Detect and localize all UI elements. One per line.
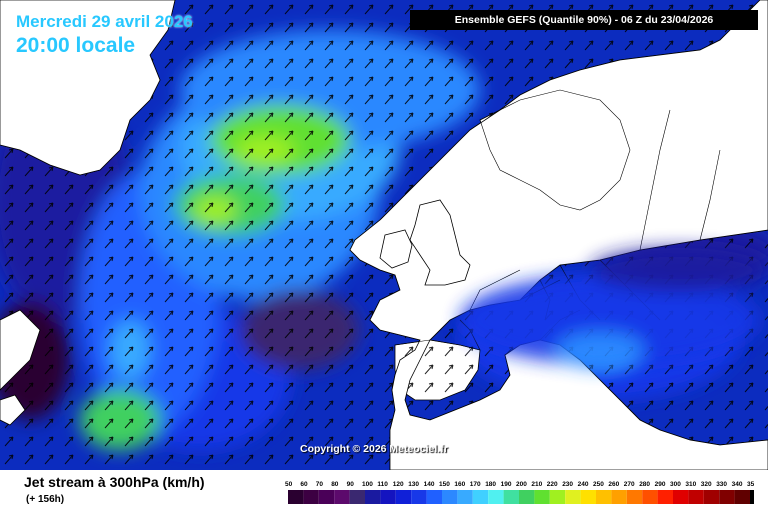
legend-label: 190 xyxy=(501,481,512,488)
legend-label: 70 xyxy=(316,481,324,488)
legend-label: 100 xyxy=(362,481,373,488)
land-overlay xyxy=(0,0,768,470)
legend-swatch xyxy=(596,490,612,504)
legend-swatch xyxy=(657,490,673,504)
legend-swatch xyxy=(488,490,504,504)
legend-swatch xyxy=(303,490,319,504)
legend-swatch xyxy=(703,490,720,504)
legend-swatch xyxy=(318,490,335,504)
legend-label: 300 xyxy=(670,481,681,488)
legend-swatch xyxy=(519,490,535,504)
legend-swatch xyxy=(611,490,627,504)
legend-swatch xyxy=(750,490,754,504)
legend-swatch xyxy=(365,490,381,504)
legend-swatch xyxy=(549,490,566,504)
legend-swatch xyxy=(457,490,473,504)
legend-swatch xyxy=(442,490,458,504)
legend-label: 80 xyxy=(331,481,339,488)
legend-swatch xyxy=(349,490,365,504)
legend-swatch xyxy=(411,490,427,504)
legend-swatch xyxy=(334,490,350,504)
legend-swatch xyxy=(719,490,735,504)
legend-label: 110 xyxy=(377,481,388,488)
legend-label: 60 xyxy=(300,481,308,488)
legend-label: 50 xyxy=(285,481,293,488)
forecast-time: 20:00 locale xyxy=(16,34,136,57)
legend-label: 140 xyxy=(424,481,435,488)
legend-label: 200 xyxy=(516,481,527,488)
legend-swatch xyxy=(565,490,581,504)
legend-swatch xyxy=(288,490,304,504)
legend-label: 340 xyxy=(732,481,743,488)
legend-label: 240 xyxy=(578,481,589,488)
legend-swatch xyxy=(642,490,658,504)
legend-label: 330 xyxy=(716,481,727,488)
mediterranean-jet xyxy=(460,248,768,368)
jet-stream-map xyxy=(0,0,768,470)
legend-label: 90 xyxy=(347,481,355,488)
forecast-date: Mercredi 29 avril 2026 xyxy=(16,12,193,31)
legend-label: 210 xyxy=(531,481,542,488)
legend-label: 180 xyxy=(485,481,496,488)
legend-label: 250 xyxy=(593,481,604,488)
forecast-lead-time: (+ 156h) xyxy=(26,494,65,505)
legend-swatch xyxy=(395,490,412,504)
legend-swatch xyxy=(580,490,596,504)
legend-swatch xyxy=(734,490,750,504)
legend-label: 220 xyxy=(547,481,558,488)
legend-swatch xyxy=(673,490,689,504)
legend-swatch xyxy=(534,490,550,504)
legend-swatch xyxy=(380,490,396,504)
legend-label: 160 xyxy=(454,481,465,488)
copyright-label: Copyright © 2026 Meteociel.fr xyxy=(300,443,448,455)
color-scale-legend: 50 60 70 80 90 100 110 120 130 140 150 160 170 180 190… xyxy=(285,481,754,504)
legend-label: 130 xyxy=(408,481,419,488)
legend-label: 230 xyxy=(562,481,573,488)
legend-label: 260 xyxy=(608,481,619,488)
legend-swatch xyxy=(688,490,704,504)
legend-label: 280 xyxy=(639,481,650,488)
legend-label: 170 xyxy=(470,481,481,488)
legend-swatch xyxy=(626,490,643,504)
legend-swatch xyxy=(426,490,442,504)
legend-label: 310 xyxy=(685,481,696,488)
legend-label: 320 xyxy=(701,481,712,488)
legend-label: 150 xyxy=(439,481,450,488)
legend-label: 350 xyxy=(747,481,754,488)
legend-label: 270 xyxy=(624,481,635,488)
legend-swatch xyxy=(503,490,519,504)
legend-swatch xyxy=(472,490,489,504)
legend-label: 120 xyxy=(393,481,404,488)
model-run-label: Ensemble GEFS (Quantile 90%) - 06 Z du 2… xyxy=(410,10,758,30)
legend-label: 290 xyxy=(655,481,666,488)
chart-title: Jet stream à 300hPa (km/h) xyxy=(24,474,205,490)
